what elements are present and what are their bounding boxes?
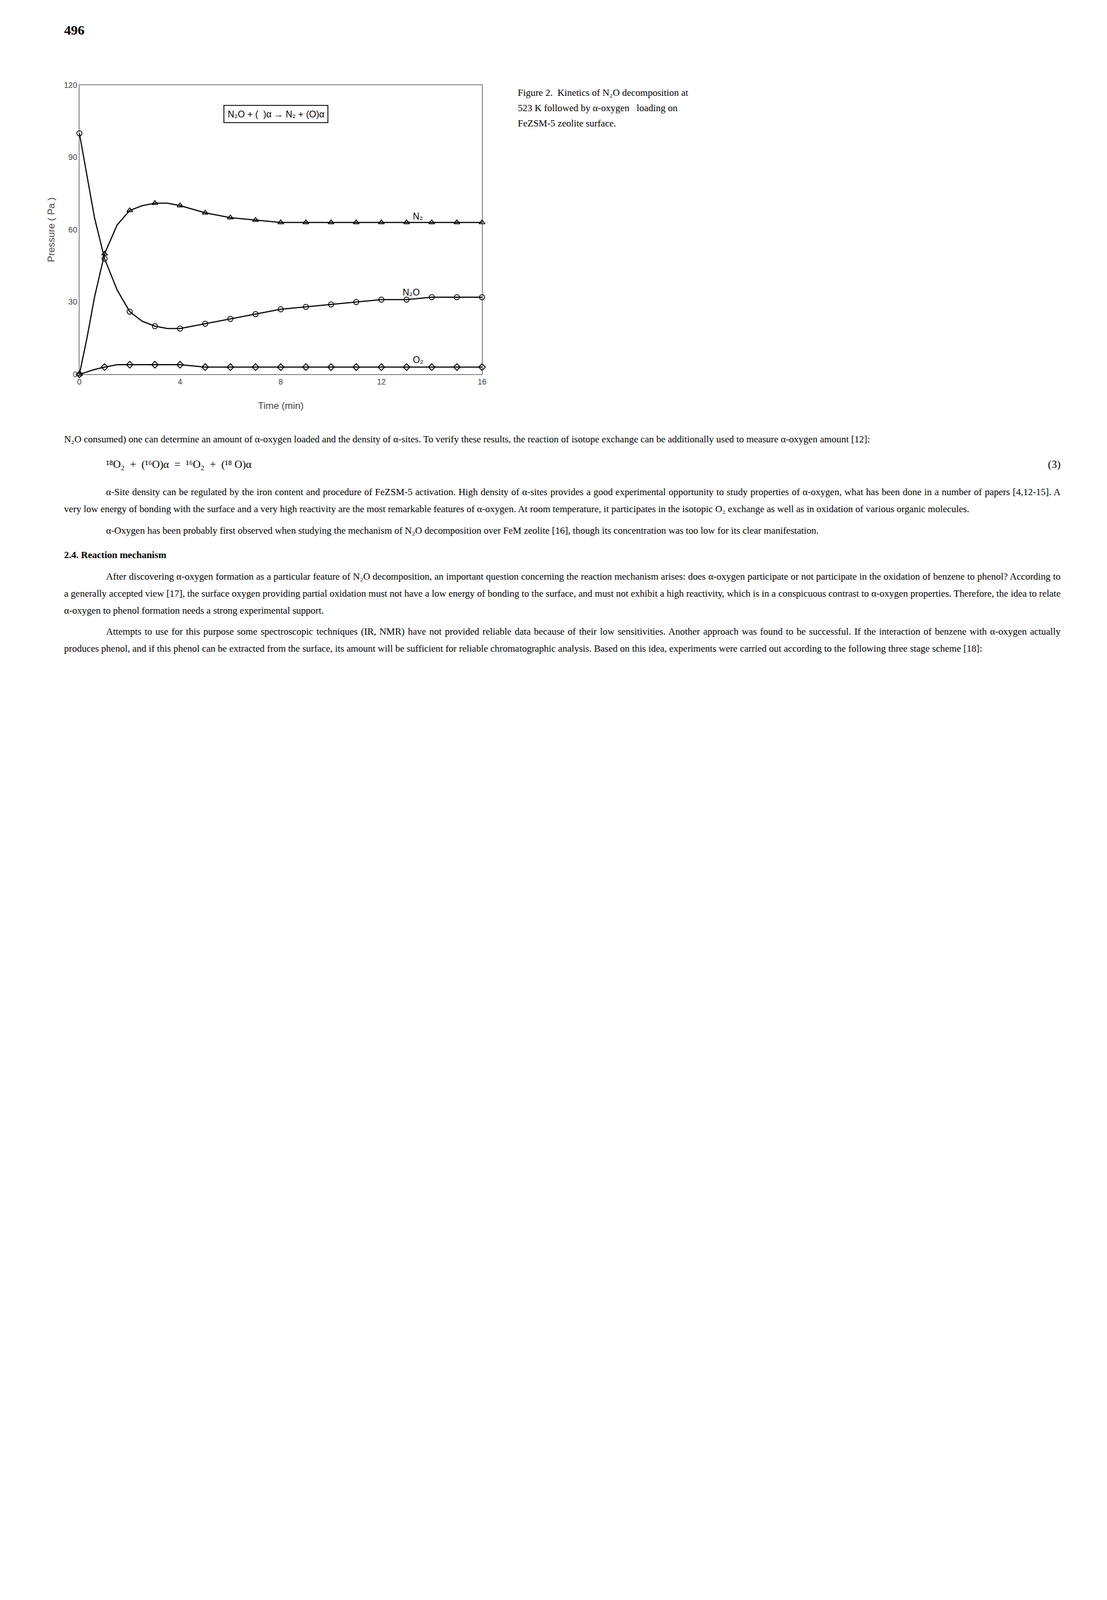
svg-text:Time (min): Time (min) <box>258 400 304 412</box>
html-text:α-Oxygen has been probably fir: α-Oxygen has been probably first observe… <box>106 524 819 536</box>
svg-text:4: 4 <box>178 377 183 387</box>
svg-text:90: 90 <box>68 152 78 162</box>
svg-text:120: 120 <box>64 80 78 90</box>
html-text:496: 496 <box>64 22 85 38</box>
html-text:After discovering α-oxygen for: After discovering α-oxygen formation as … <box>64 571 1061 616</box>
svg-text:N₂: N₂ <box>412 211 424 222</box>
html-text:α-Site density can be regulate: α-Site density can be regulated by the i… <box>64 486 1061 515</box>
html-text:(3): (3) <box>1047 458 1061 471</box>
svg-text:0: 0 <box>77 377 82 387</box>
html-text:N₂O consumed) one can determin: N₂O consumed) one can determine an amoun… <box>64 433 870 445</box>
svg-text:Pressure ( Pa ): Pressure ( Pa ) <box>45 197 57 263</box>
svg-text:60: 60 <box>68 225 78 235</box>
html-text:2.4. Reaction mechanism: 2.4. Reaction mechanism <box>64 549 167 561</box>
html-text:Attempts to use for this purpo: Attempts to use for this purpose some sp… <box>64 626 1061 654</box>
svg-text:N₂O: N₂O <box>402 287 420 298</box>
svg-text:N₂O + ( )α → N₂ + (O)α: N₂O + ( )α → N₂ + (O)α <box>227 109 325 120</box>
svg-text:16: 16 <box>477 377 487 387</box>
html-text:Figure 2. Kinetics of N₂O deco: Figure 2. Kinetics of N₂O decomposition … <box>517 87 689 99</box>
svg-text:O₂: O₂ <box>412 355 424 365</box>
svg-text:8: 8 <box>278 377 283 387</box>
html-text:¹⁸O₂ + (¹⁶O)α = ¹⁶O₂ + (¹⁸ O)α: ¹⁸O₂ + (¹⁶O)α = ¹⁶O₂ + (¹⁸ O)α <box>106 458 252 471</box>
svg-text:0: 0 <box>72 369 78 379</box>
svg-text:12: 12 <box>377 377 387 387</box>
html-text:FeZSM-5 zeolite surface.: FeZSM-5 zeolite surface. <box>517 118 617 129</box>
svg-text:30: 30 <box>68 297 78 307</box>
html-text:523 K followed by α-oxygen loa: 523 K followed by α-oxygen loading on <box>517 102 678 114</box>
